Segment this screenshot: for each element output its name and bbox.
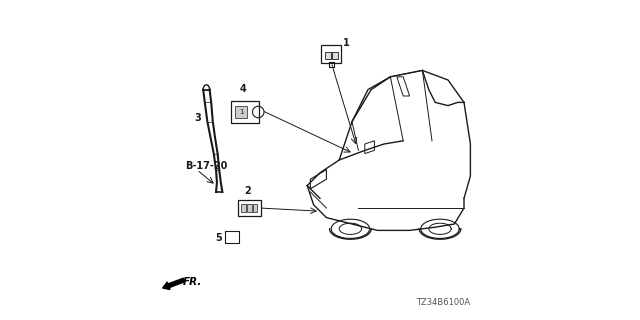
FancyBboxPatch shape [241,204,246,212]
Text: 3: 3 [195,113,202,124]
Text: B-17-20: B-17-20 [185,161,227,172]
FancyBboxPatch shape [235,106,247,118]
FancyBboxPatch shape [231,101,259,123]
FancyArrow shape [163,278,185,290]
Text: 4: 4 [240,84,246,94]
Text: 1: 1 [344,38,350,48]
Text: TZ34B6100A: TZ34B6100A [416,298,470,307]
Text: FR.: FR. [183,277,202,287]
FancyBboxPatch shape [238,200,262,216]
FancyBboxPatch shape [325,52,331,59]
FancyBboxPatch shape [332,52,338,59]
FancyBboxPatch shape [321,45,341,63]
FancyBboxPatch shape [225,231,239,243]
FancyBboxPatch shape [253,204,257,212]
Text: 5: 5 [216,233,223,244]
Text: 2: 2 [244,186,252,196]
FancyBboxPatch shape [247,204,252,212]
Text: 1: 1 [239,109,244,115]
